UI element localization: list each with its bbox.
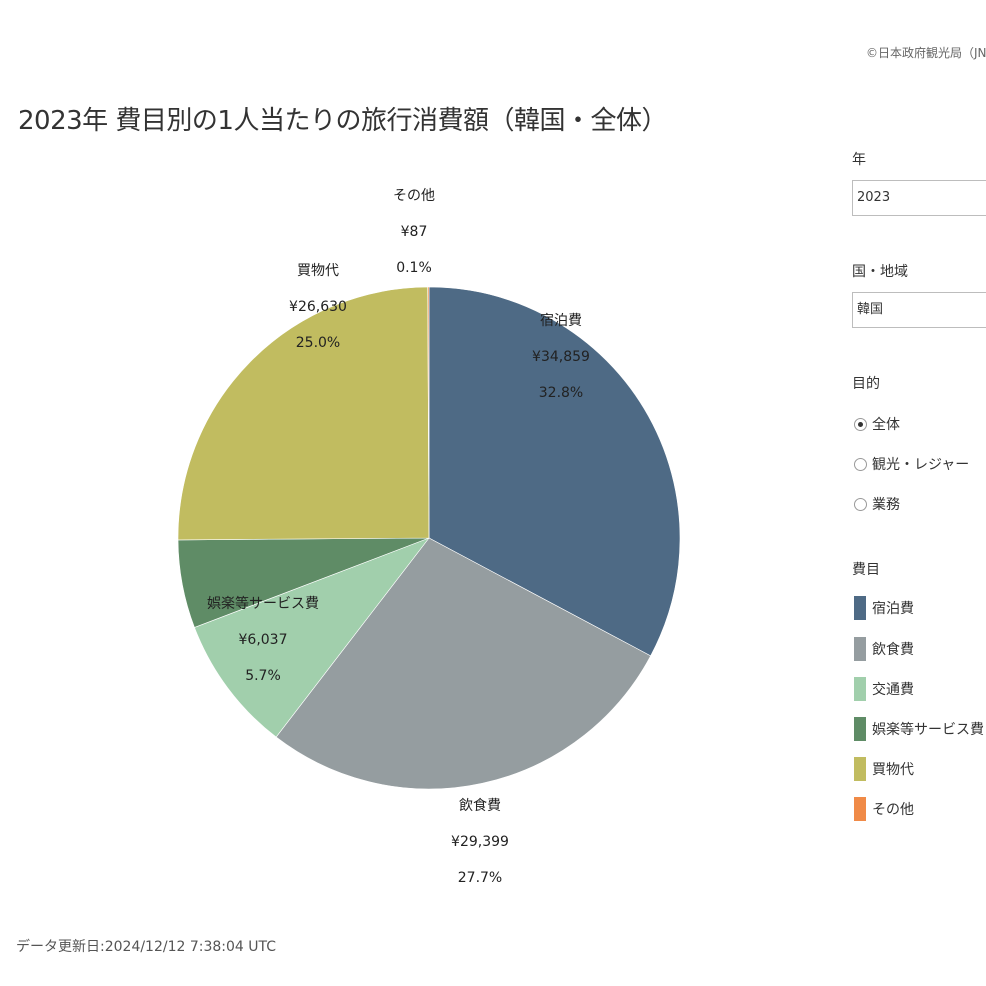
legend-swatch [854,797,866,821]
pie-chart: 宿泊費 ¥34,859 32.8% 飲食費 ¥29,399 27.7% 娯楽等サービス費 ¥6… [177,188,681,886]
pie-label-value-entertainment: ¥6,037 [239,632,288,648]
pie-label-percent-entertainment: 5.7% [245,668,281,684]
pie-slice-transport[interactable] [194,537,430,738]
copyright-text: ©日本政府観光局（JNTO） [866,46,986,60]
legend-label: 交通費 [872,682,914,698]
year-filter-label: 年 [852,152,866,168]
legend-swatch [854,757,866,781]
pie-label-percent-food: 27.7% [458,870,502,886]
radio-unselected-icon[interactable] [854,457,867,471]
data-updated-text: データ更新日:2024/12/12 7:38:04 UTC [16,939,277,955]
pie-label-value-other: ¥87 [401,224,428,240]
legend-item-entertainment[interactable]: 娯楽等サービス費 [854,717,984,741]
legend-swatch [854,596,866,620]
pie-label-percent-accommodation: 32.8% [539,385,583,401]
purpose-option-label: 観光・レジャー [872,457,970,473]
legend-item-other[interactable]: その他 [854,797,914,821]
pie-slice-accommodation[interactable] [428,286,681,657]
legend-label: 娯楽等サービス費 [872,722,984,738]
legend-swatch [854,677,866,701]
legend-label: その他 [872,802,914,818]
radio-unselected-icon[interactable] [854,497,867,511]
legend-item-food[interactable]: 飲食費 [854,637,914,661]
pie-label-name-entertainment: 娯楽等サービス費 [207,595,319,612]
purpose-option-leisure[interactable]: 観光・レジャー [854,453,969,475]
legend-swatch [854,637,866,661]
pie-slice-other[interactable] [427,286,430,539]
radio-selected-icon[interactable] [854,417,867,431]
pie-label-percent-shopping: 25.0% [296,335,340,351]
purpose-option-label: 全体 [872,417,900,433]
pie-label-name-shopping: 買物代 [297,263,339,279]
legend-swatch [854,717,866,741]
legend-item-accommodation[interactable]: 宿泊費 [854,596,914,620]
purpose-option-all[interactable]: 全体 [854,413,900,435]
year-select[interactable]: 2023 [852,180,986,216]
pie-label-name-other: その他 [393,188,435,204]
pie-slice-shopping[interactable] [177,286,430,541]
pie-slice-food[interactable] [275,537,652,790]
legend-item-shopping[interactable]: 買物代 [854,757,914,781]
pie-label-name-accommodation: 宿泊費 [540,312,582,329]
legend-label: 買物代 [872,762,914,778]
purpose-option-business[interactable]: 業務 [854,493,900,515]
filter-panel: 年 2023 国・地域 韓国 目的 全体 観光・レジャー 業務 費目 宿泊費 飲… [852,0,986,986]
pie-label-percent-other: 0.1% [396,260,432,276]
legend-label: 飲食費 [872,642,914,658]
pie-label-name-food: 飲食費 [459,797,501,814]
purpose-option-label: 業務 [872,497,900,513]
page-title: 2023年 費目別の1人当たりの旅行消費額（韓国・全体） [18,106,667,136]
country-select[interactable]: 韓国 [852,292,986,328]
pie-label-value-shopping: ¥26,630 [289,299,347,315]
legend-title: 費目 [852,562,880,578]
legend-label: 宿泊費 [872,601,914,617]
legend-item-transport[interactable]: 交通費 [854,677,914,701]
pie-label-value-accommodation: ¥34,859 [532,349,590,365]
purpose-filter-label: 目的 [852,376,880,392]
pie-label-value-food: ¥29,399 [451,834,509,850]
country-filter-label: 国・地域 [852,264,908,280]
